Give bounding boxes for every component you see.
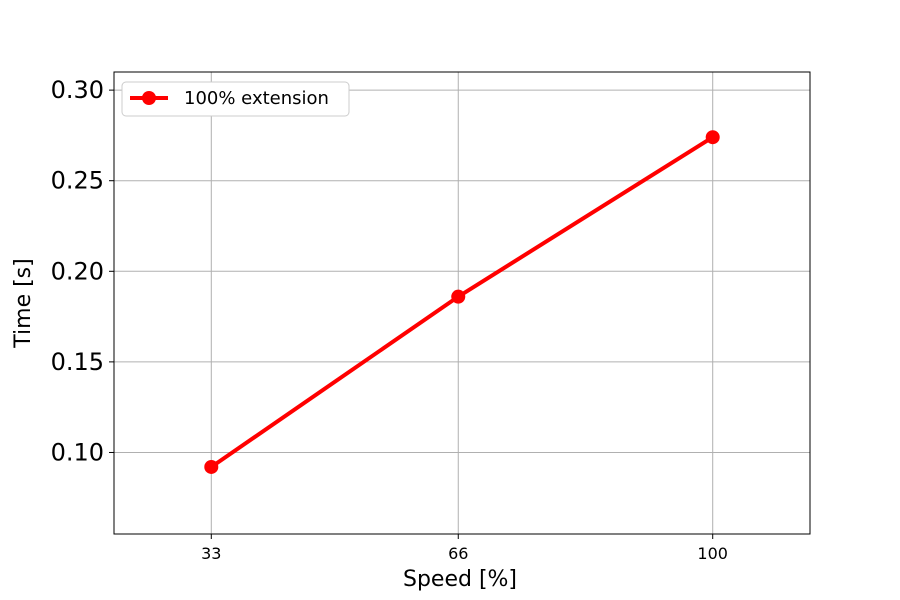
x-tick-label: 66 [448, 544, 468, 563]
y-axis-label: Time [s] [11, 258, 36, 348]
x-axis-label: Speed [%] [403, 567, 517, 592]
legend: 100% extension [121, 81, 350, 117]
plot-area-frame [113, 71, 811, 535]
y-tick-label: 0.15 [51, 348, 104, 376]
y-tick-label: 0.30 [51, 76, 104, 104]
y-tick-label: 0.20 [51, 257, 104, 285]
series-layer [204, 130, 720, 474]
y-tick-label: 0.25 [51, 167, 104, 195]
legend-marker-swatch [142, 91, 156, 105]
y-tick-label: 0.10 [51, 438, 104, 466]
data-point [204, 459, 219, 474]
x-tick-label: 100 [697, 544, 728, 563]
x-tick-label: 33 [201, 544, 221, 563]
legend-entry-label: 100% extension [184, 88, 329, 109]
axis-ticks: 0.10 0.15 0.20 0.25 0.30 33 66 100 [51, 76, 728, 563]
data-point [451, 289, 466, 304]
data-point [705, 130, 720, 145]
legend-box [121, 81, 350, 117]
